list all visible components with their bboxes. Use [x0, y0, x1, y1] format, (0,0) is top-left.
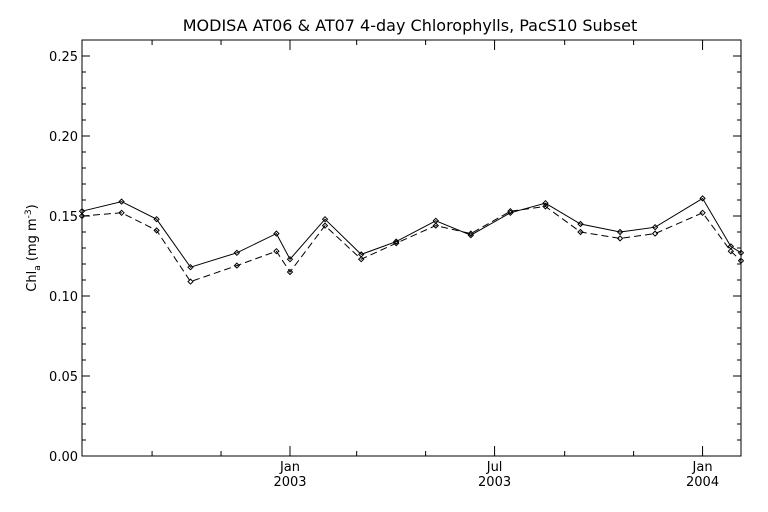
- plot-frame: [81, 39, 742, 457]
- series-2-point: [727, 247, 735, 255]
- series-1-point: [737, 249, 745, 257]
- y-axis: 0.00 0.05 0.10 0.15 0.20 0.25: [49, 50, 741, 465]
- series-2-point: [357, 255, 365, 263]
- series-1-point: [321, 215, 329, 223]
- series-1-point: [577, 220, 584, 228]
- series-1-point: [651, 223, 659, 231]
- series-1-point: [542, 199, 549, 207]
- series-line-2: [81, 205, 742, 283]
- series-2-point: [737, 257, 745, 265]
- series-line-1: [81, 197, 742, 268]
- y-axis-label-subscript: a: [33, 265, 43, 271]
- series-2-point: [467, 230, 475, 237]
- series-2-point: [286, 268, 294, 276]
- series-2-point: [233, 262, 241, 269]
- y-axis-label: Chla (mg m-3): [24, 204, 43, 291]
- y-axis-label-exponent: -3: [24, 209, 34, 218]
- chart-title: MODISA AT06 & AT07 4-day Chlorophylls, P…: [183, 16, 638, 35]
- series-2-point: [78, 212, 86, 220]
- series-1-point: [286, 255, 294, 263]
- series-2-point: [153, 227, 160, 234]
- x-tick-year-label: 2003: [273, 475, 306, 490]
- series-2-point: [321, 222, 329, 229]
- y-axis-label-close: ): [25, 204, 40, 209]
- series-1-point: [187, 263, 194, 271]
- x-tick-month-label: Jul: [486, 460, 503, 475]
- series-1-point: [699, 195, 706, 202]
- y-tick-label: 0.00: [49, 450, 78, 465]
- y-tick-label: 0.15: [49, 210, 78, 225]
- series-2-point: [273, 247, 280, 255]
- series-2-point: [118, 209, 125, 217]
- series-2-point: [651, 230, 659, 237]
- x-tick-year-label: 2004: [686, 475, 719, 490]
- series-1-point: [233, 249, 241, 257]
- y-axis-label-main: Chl: [25, 271, 40, 292]
- y-tick-label: 0.05: [49, 370, 78, 385]
- x-tick-month-label: Jan: [692, 460, 713, 475]
- series-2-point: [393, 239, 400, 247]
- y-axis-label-units: (mg m: [25, 218, 40, 265]
- series-2-point: [577, 228, 584, 236]
- series-2-point: [507, 207, 514, 215]
- series-1-point: [393, 238, 400, 245]
- series-2-point: [616, 235, 624, 242]
- y-tick-label: 0.25: [49, 50, 78, 65]
- series-layer: [78, 195, 745, 285]
- y-tick-label: 0.10: [49, 290, 78, 305]
- series-2-point: [699, 209, 706, 217]
- series-2-point: [432, 222, 440, 229]
- x-tick-month-label: Jan: [279, 460, 300, 475]
- series-1-point: [153, 215, 160, 223]
- series-2-point: [187, 278, 194, 285]
- series-2-point: [542, 203, 549, 210]
- series-1-point: [616, 228, 624, 236]
- x-tick-year-label: 2003: [478, 475, 511, 490]
- y-tick-label: 0.20: [49, 130, 78, 145]
- series-1-point: [118, 198, 125, 205]
- series-1-point: [273, 230, 280, 237]
